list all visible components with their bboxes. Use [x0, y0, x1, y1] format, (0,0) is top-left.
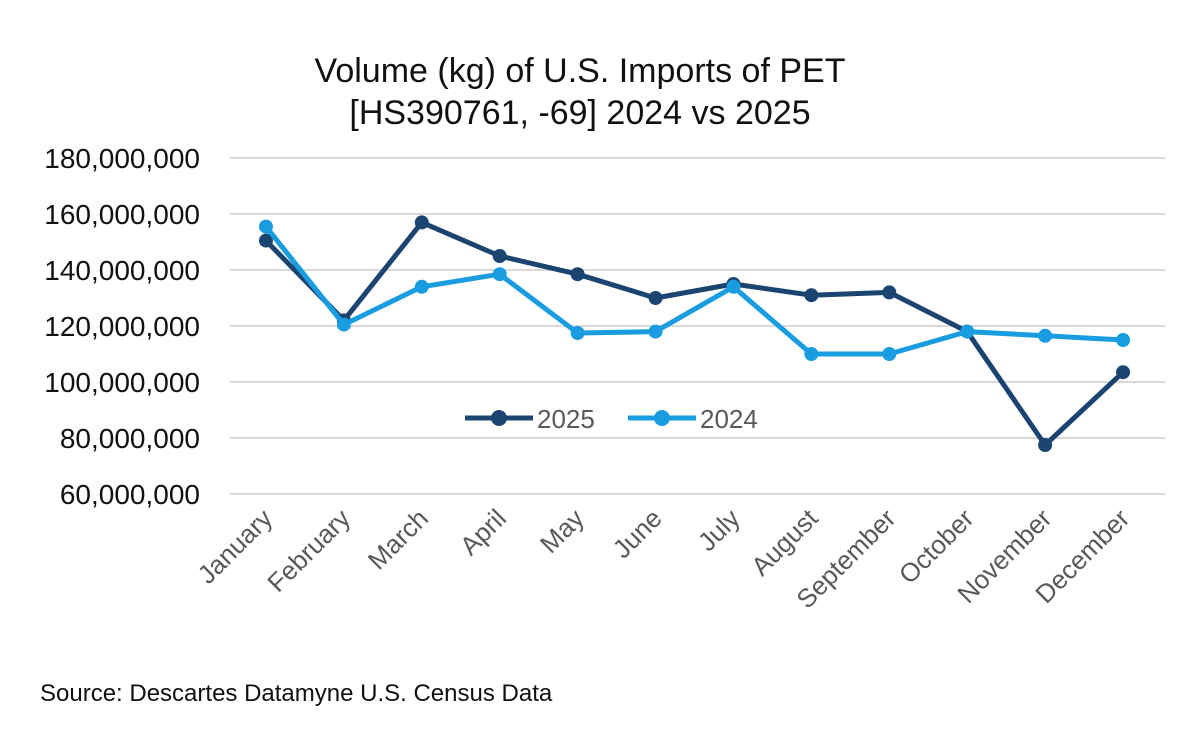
data-point-2025 [570, 267, 585, 282]
series-line-2025 [264, 219, 1125, 448]
chart-title: Volume (kg) of U.S. Imports of PET [HS39… [180, 50, 980, 134]
data-point-2024 [960, 324, 975, 339]
y-tick-label: 100,000,000 [44, 367, 200, 398]
x-tick-label: February [261, 503, 356, 598]
y-tick-label: 160,000,000 [44, 199, 200, 230]
data-point-2024 [414, 279, 429, 294]
x-tick-label: March [362, 503, 434, 575]
x-tick-label: August [745, 502, 824, 581]
source-note: Source: Descartes Datamyne U.S. Census D… [40, 680, 553, 707]
data-point-2024 [882, 347, 897, 361]
data-point-2025 [804, 288, 819, 303]
series-line-2024 [264, 225, 1124, 357]
data-point-2025 [414, 215, 429, 230]
y-tick-label: 120,000,000 [44, 311, 200, 342]
y-tick-label: 60,000,000 [60, 479, 200, 510]
y-tick-label: 140,000,000 [44, 255, 200, 286]
chart-title-line-1: Volume (kg) of U.S. Imports of PET [314, 52, 846, 90]
legend-label-2025: 2025 [537, 404, 595, 434]
data-point-2025 [648, 291, 663, 305]
data-point-2024 [1116, 333, 1131, 347]
y-tick-label: 80,000,000 [60, 423, 200, 454]
x-tick-label: July [692, 503, 746, 557]
data-point-2025 [258, 233, 273, 248]
data-point-2025 [1038, 438, 1053, 452]
legend-marker-2025 [491, 410, 507, 426]
data-point-2024 [570, 326, 585, 340]
data-point-2024 [492, 267, 507, 282]
data-point-2025 [492, 249, 507, 263]
x-tick-label: April [454, 503, 512, 561]
data-point-2024 [648, 324, 663, 339]
legend-label-2024: 2024 [700, 404, 758, 434]
data-point-2024 [726, 279, 741, 294]
data-point-2025 [882, 285, 897, 300]
legend-marker-2024 [654, 410, 670, 426]
data-point-2024 [336, 317, 351, 332]
data-point-2025 [1116, 365, 1131, 380]
chart-title-line-2: [HS390761, -69] 2024 vs 2025 [349, 94, 811, 132]
data-point-2024 [258, 219, 273, 234]
x-tick-label: May [534, 503, 590, 559]
y-tick-label: 180,000,000 [44, 143, 200, 174]
x-tick-label: June [607, 503, 668, 564]
data-point-2024 [1038, 328, 1053, 343]
data-point-2024 [804, 347, 819, 361]
